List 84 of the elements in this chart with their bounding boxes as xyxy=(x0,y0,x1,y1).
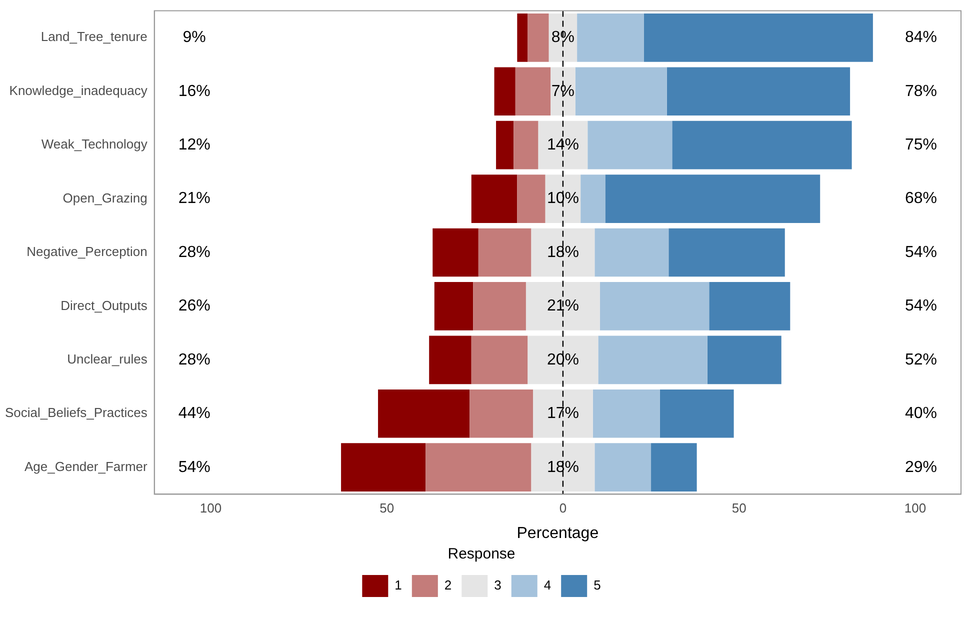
annotation: 44% xyxy=(178,405,210,422)
bar xyxy=(651,443,697,492)
bar xyxy=(517,13,528,62)
annotation: 18% xyxy=(546,244,579,261)
bar xyxy=(432,228,478,277)
annotation: 68% xyxy=(904,190,938,208)
annotation: 17% xyxy=(546,405,579,422)
annotation: 54% xyxy=(178,458,210,476)
annotation: 26% xyxy=(178,298,210,315)
y-tick-label: Age_Gender_Farmer xyxy=(24,458,148,474)
annotation: 52% xyxy=(904,351,938,368)
annotation: 10% xyxy=(546,190,579,208)
bar xyxy=(668,228,785,277)
bar xyxy=(644,13,873,62)
bar xyxy=(517,174,546,223)
bar xyxy=(592,389,660,438)
bar xyxy=(378,389,470,438)
x-tick-label: 0 xyxy=(559,500,567,516)
bar xyxy=(709,282,790,330)
annotation: 29% xyxy=(904,458,938,476)
annotation: 9% xyxy=(182,29,206,46)
bar xyxy=(496,120,514,170)
bar xyxy=(707,336,782,384)
annotation: 12% xyxy=(178,136,210,154)
annotation: 21% xyxy=(546,298,579,315)
bar xyxy=(494,67,516,116)
bar xyxy=(473,282,526,330)
annotation: 8% xyxy=(551,29,575,46)
bar xyxy=(528,13,549,62)
annotation: 18% xyxy=(546,458,579,476)
y-tick-label: Land_Tree_tenure xyxy=(40,29,148,44)
bar xyxy=(577,13,644,62)
bar xyxy=(471,336,528,384)
y-tick-label: Weak_Technology xyxy=(41,136,148,152)
x-axis-title: Percentage xyxy=(516,524,599,542)
bar xyxy=(672,120,852,170)
bar xyxy=(515,67,551,116)
annotation: 40% xyxy=(904,405,938,422)
x-tick-label: 50 xyxy=(732,500,746,516)
bar xyxy=(478,228,532,277)
bar xyxy=(575,67,667,116)
bar xyxy=(594,228,669,277)
annotation: 75% xyxy=(904,136,938,154)
annotation: 7% xyxy=(551,82,575,100)
annotation: 54% xyxy=(904,244,938,261)
annotation: 84% xyxy=(904,29,938,46)
bar xyxy=(514,120,538,170)
annotation: 16% xyxy=(178,82,210,100)
bar xyxy=(598,336,708,384)
y-tick-label: Social_Beliefs_Practices xyxy=(4,405,148,420)
legend-label: 2 xyxy=(444,578,452,593)
legend-label: 5 xyxy=(594,578,601,593)
x-tick-label: 100 xyxy=(200,500,222,516)
bar xyxy=(434,282,474,330)
bar xyxy=(341,443,426,492)
x-tick-label: 100 xyxy=(904,500,926,516)
bar xyxy=(666,67,850,116)
annotation: 20% xyxy=(546,351,579,368)
bar xyxy=(594,443,652,492)
y-tick-label: Unclear_rules xyxy=(67,352,148,366)
annotation: 28% xyxy=(178,351,210,368)
bar xyxy=(580,174,606,223)
legend-label: 4 xyxy=(544,578,552,593)
y-tick-label: Knowledge_inadequacy xyxy=(9,82,148,98)
annotation: 14% xyxy=(546,136,579,154)
bar xyxy=(660,389,734,438)
annotation: 28% xyxy=(178,244,210,261)
bar xyxy=(605,174,820,223)
y-tick-label: Negative_Perception xyxy=(26,244,148,260)
annotation: 21% xyxy=(178,190,210,208)
y-tick-label: Open_Grazing xyxy=(62,190,148,206)
bar xyxy=(588,120,672,170)
annotation: 78% xyxy=(904,82,938,100)
legend-label: 1 xyxy=(394,578,402,593)
annotation: 54% xyxy=(904,298,938,315)
bar xyxy=(471,174,518,223)
bar xyxy=(429,336,472,384)
x-tick-label: 50 xyxy=(380,500,394,516)
bar xyxy=(600,282,710,330)
legend-label: 3 xyxy=(494,578,502,593)
bar xyxy=(470,389,534,438)
y-tick-label: Direct_Outputs xyxy=(60,298,148,313)
bar xyxy=(426,443,532,492)
legend-title: Response xyxy=(448,546,516,563)
